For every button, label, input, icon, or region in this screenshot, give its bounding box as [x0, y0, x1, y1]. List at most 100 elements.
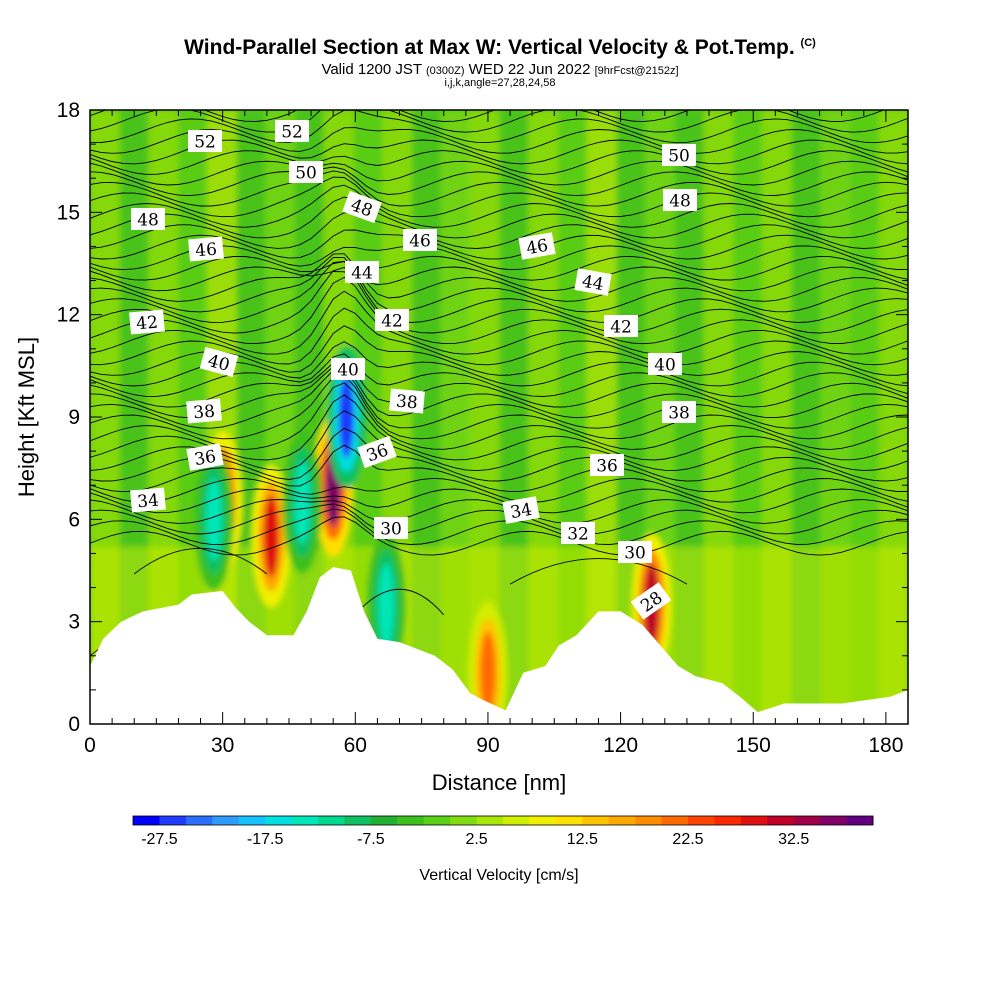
isentrope-label-text: 36: [596, 457, 618, 477]
colorbar-swatch: [714, 816, 742, 825]
isentrope-label: 44: [574, 268, 612, 296]
isentrope-line: [90, 253, 908, 302]
isentrope-line: [90, 374, 908, 440]
isentrope-label-box: [502, 496, 540, 524]
isentrope-label-text: 46: [409, 232, 431, 252]
isentrope-label: 42: [375, 309, 409, 332]
isentrope-line: [90, 110, 908, 144]
isentrope-line: [90, 516, 908, 556]
isentrope-label: 40: [331, 358, 365, 381]
isentrope-label: 36: [590, 454, 624, 477]
isentrope-label-box: [604, 315, 638, 337]
isentrope-label-box: [518, 232, 556, 260]
isentrope-line: [90, 257, 908, 313]
colorbar-swatch: [555, 816, 583, 825]
chart-title: Wind-Parallel Section at Max W: Vertical…: [0, 36, 1000, 60]
isentrope-label-box: [186, 398, 222, 424]
isentrope-label-box: [663, 189, 697, 211]
isentrope-label: 38: [389, 388, 425, 414]
isentrope-line: [90, 266, 908, 292]
isentrope-line: [90, 382, 908, 450]
isentrope-line: [90, 488, 908, 514]
w-cell-core: [206, 478, 222, 561]
isentrope-label-box: [375, 309, 409, 331]
isentrope-label: 46: [403, 229, 437, 252]
isentrope-label-box: [186, 443, 224, 471]
y-axis-title: Height [Kft MSL]: [14, 337, 39, 497]
isentrope-label-box: [130, 487, 166, 513]
isentrope-label-box: [389, 388, 425, 414]
colorbar-tick-label: 12.5: [567, 831, 598, 848]
isentrope-label-box: [331, 358, 365, 380]
colorbar-swatch: [476, 816, 504, 825]
colorbar-swatch: [635, 816, 663, 825]
isentrope-label-text: 52: [281, 123, 303, 143]
isentrope-line: [90, 508, 908, 545]
isentrope-line: [90, 212, 908, 249]
colorbar-swatch: [397, 816, 425, 825]
isentrope-line: [90, 353, 908, 397]
x-tick-label: 120: [603, 734, 638, 757]
colorbar-swatch: [159, 816, 187, 825]
isentrope-line: [90, 196, 908, 239]
isentrope-label: 34: [130, 487, 166, 513]
colorbar-swatch: [582, 816, 610, 825]
isentrope-line: [90, 477, 908, 503]
isentrope-line: [90, 166, 908, 197]
isentrope-line: [90, 255, 908, 281]
isentrope-line: [90, 170, 908, 207]
w-cell-core: [480, 631, 496, 715]
isentrope-label: 48: [663, 189, 697, 212]
isentrope-label: 52: [188, 130, 222, 153]
colorbar-swatch: [740, 816, 768, 825]
isentrope-label-box: [403, 229, 437, 251]
isentrope-label-box: [357, 435, 397, 469]
isentrope-line: [90, 229, 908, 260]
colorbar-swatch: [344, 816, 372, 825]
x-axis-title: Distance [nm]: [432, 770, 567, 795]
isentrope-label-box: [630, 582, 672, 620]
isentrope-line: [90, 276, 908, 345]
chart-subtitle: Valid 1200 JST (0300Z) WED 22 Jun 2022 […: [0, 61, 1000, 78]
colorbar-swatch: [423, 816, 451, 825]
isentrope-line: [133, 548, 268, 575]
isentrope-label-box: [289, 161, 323, 183]
isentrope-label: 42: [604, 315, 638, 338]
x-tick-label: 90: [476, 734, 499, 757]
isentrope-label-text: 48: [669, 192, 691, 212]
isentrope-label-box: [662, 144, 696, 166]
colorbar-swatch: [529, 816, 557, 825]
isentrope-label: 40: [648, 353, 682, 376]
forecast-info: [9hrFcst@2152z]: [594, 65, 679, 77]
isentrope-label-box: [188, 130, 222, 152]
chart-title-text: Wind-Parallel Section at Max W: Vertical…: [184, 36, 795, 59]
isentrope-label: 48: [131, 208, 165, 231]
isentrope-label-text: 46: [194, 240, 217, 262]
isentrope-label-text: 46: [525, 236, 550, 259]
x-tick-label: 0: [84, 734, 96, 757]
isentrope-line: [90, 150, 908, 175]
isentrope-line: [509, 558, 688, 585]
grid-info: i,j,k,angle=27,28,24,58: [444, 77, 556, 89]
x-tick-label: 30: [211, 734, 234, 757]
isentrope-label-text: 48: [137, 211, 159, 231]
isentrope-label-text: 42: [381, 312, 403, 332]
isentrope-line: [90, 366, 908, 419]
isentrope-label-box: [618, 541, 652, 563]
colorbar-swatch: [133, 816, 160, 825]
colorbar-swatch: [265, 816, 293, 825]
isentrope-label-box: [561, 522, 595, 544]
isentrope-line: [90, 394, 908, 461]
valid-date: WED 22 Jun 2022: [468, 61, 591, 78]
isentrope-line: [90, 110, 885, 123]
colorbar-tick-label: -7.5: [357, 831, 385, 848]
isentrope-label: 34: [502, 496, 540, 524]
isentrope-label-box: [275, 120, 309, 142]
y-tick-label: 0: [68, 713, 80, 736]
colorbar-frame: [132, 815, 874, 826]
isentrope-label: 44: [345, 261, 379, 284]
isentrope-label-text: 38: [192, 402, 215, 424]
colorbar-tick-label: 2.5: [465, 831, 487, 848]
